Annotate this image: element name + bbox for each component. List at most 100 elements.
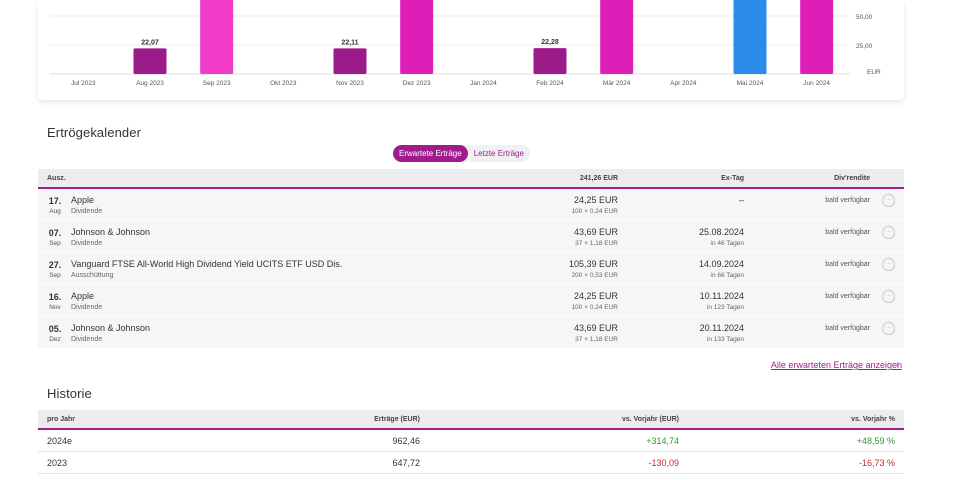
payout-month: Aug	[49, 208, 61, 215]
income-calendar-table: Ausz. 241,26 EUR Ex-Tag Div'rendite 17. A…	[38, 169, 904, 349]
ex-date: –	[738, 195, 744, 205]
payout-month: Sep	[49, 272, 61, 279]
x-tick-label: Nov 2023	[336, 80, 364, 87]
income-type: Dividende	[71, 208, 103, 215]
payout-date: 16. Nov	[47, 292, 63, 311]
y-tick-label: 50,00	[856, 14, 873, 21]
header-income: Erträge (EUR)	[374, 416, 420, 423]
security-name[interactable]: Vanguard FTSE All-World High Dividend Yi…	[71, 259, 343, 269]
dividend-yield: bald verfügbar	[825, 197, 870, 204]
more-options-icon[interactable]: ···	[882, 226, 895, 239]
income-amount: 24,25 EUR	[573, 195, 618, 205]
ex-date-countdown: in 123 Tagen	[706, 304, 744, 311]
x-tick-label: Feb 2024	[536, 80, 564, 87]
income-amount: 43,69 EUR	[573, 323, 618, 333]
header-year: pro Jahr	[47, 416, 76, 423]
security-name[interactable]: Johnson & Johnson	[71, 323, 151, 333]
calendar-title: Ertrögekalender	[47, 125, 141, 140]
header-vs-prev-pct: vs. Vorjahr %	[851, 416, 895, 423]
bar-segment	[133, 48, 167, 74]
income-amount: 24,25 EUR	[573, 291, 618, 301]
x-tick-label: Aug 2023	[136, 80, 164, 87]
dividend-bar-chart: 50,00 25,00 EUR Jul 2023 Aug 2023 Sep 2023 Okt…	[50, 0, 881, 87]
income-amount: 43,69 EUR	[573, 227, 618, 237]
history-row: 2023 647,72 -130,09 -16,73 %	[38, 452, 904, 474]
payout-date: 05. Dez	[47, 324, 63, 343]
dividend-chart-card: 50,00 25,00 EUR Jul 2023 Aug 2023 Sep 2023 Okt…	[38, 0, 904, 100]
payout-month: Nov	[49, 304, 61, 311]
more-options-icon[interactable]: ···	[882, 194, 895, 207]
more-options-icon[interactable]: ···	[882, 322, 895, 335]
bar-segment	[200, 0, 234, 74]
payout-date: 27. Sep	[47, 260, 63, 279]
x-tick-label: Sep 2023	[203, 80, 231, 87]
payout-day: 05.	[48, 324, 62, 334]
header-yield: Div'rendite	[834, 175, 870, 182]
payout-month: Dez	[49, 336, 61, 343]
more-options-icon[interactable]: ···	[882, 290, 895, 303]
bar-value-label: 22,07	[141, 39, 159, 46]
history-year: 2024e	[47, 436, 73, 446]
ex-date-countdown: in 66 Tagen	[710, 272, 745, 279]
chevron-right-icon[interactable]: ›	[896, 359, 900, 370]
calendar-row[interactable]: 17. Aug Apple Dividende 24,25 EUR 100 × 0,24 …	[38, 189, 904, 221]
payout-month: Sep	[49, 240, 61, 247]
x-tick-label: Dez 2023	[403, 80, 431, 87]
ex-date: 14.09.2024	[698, 259, 744, 269]
income-calculation: 100 × 0,24 EUR	[571, 304, 618, 311]
income-type: Dividende	[71, 336, 103, 343]
payout-date: 07. Sep	[47, 228, 63, 247]
show-all-expected-link[interactable]: Alle erwarteten Erträge anzeigen	[770, 360, 902, 370]
expected-income-tab[interactable]: Erwartete Erträge	[393, 145, 468, 162]
bar-segment	[333, 48, 367, 74]
x-tick-label: Jun 2024	[803, 80, 830, 87]
history-income: 962,46	[392, 436, 420, 446]
income-type: Dividende	[71, 304, 103, 311]
history-title: Historie	[47, 386, 92, 401]
payout-date: 17. Aug	[47, 196, 63, 215]
x-tick-label: Jul 2023	[71, 80, 96, 87]
calendar-row[interactable]: 16. Nov Apple Dividende 24,25 EUR 100 × 0,24 …	[38, 285, 904, 317]
security-name[interactable]: Johnson & Johnson	[71, 227, 151, 237]
calendar-row[interactable]: 07. Sep Johnson & Johnson Dividende 43,69 EU…	[38, 221, 904, 253]
y-tick-label: 25,00	[856, 43, 873, 50]
calendar-row[interactable]: 05. Dez Johnson & Johnson Dividende 43,69 EU…	[38, 317, 904, 349]
bar-segment	[800, 0, 834, 74]
x-tick-label: Okt 2023	[270, 80, 297, 87]
bar-segment	[600, 0, 634, 74]
history-vs-prev-pct: +48,59 %	[856, 436, 895, 446]
ex-date: 10.11.2024	[699, 291, 744, 301]
header-payout: Ausz.	[47, 175, 66, 182]
x-tick-label: Apr 2024	[670, 80, 697, 87]
bar-segment	[400, 0, 434, 74]
history-table-header: pro Jahr Erträge (EUR) vs. Vorjahr (EUR)…	[38, 410, 904, 430]
x-tick-label: Jan 2024	[470, 80, 497, 87]
history-row: 2024e 962,46 +314,74 +48,59 %	[38, 430, 904, 452]
header-exday: Ex-Tag	[721, 175, 744, 182]
history-year: 2023	[47, 458, 68, 468]
more-options-icon[interactable]: ···	[882, 258, 895, 271]
calendar-toggle: Erwartete Erträge Letzte Erträge	[393, 145, 530, 162]
history-income: 647,72	[392, 458, 420, 468]
payout-day: 27.	[48, 260, 62, 270]
dividend-yield: bald verfügbar	[825, 325, 870, 332]
income-type: Dividende	[71, 240, 103, 247]
calendar-table-header: Ausz. 241,26 EUR Ex-Tag Div'rendite	[38, 169, 904, 189]
last-income-tab[interactable]: Letzte Erträge	[473, 149, 524, 158]
security-name[interactable]: Apple	[71, 291, 95, 301]
history-vs-prev: -130,09	[648, 458, 679, 468]
income-type: Ausschüttung	[71, 272, 114, 279]
bar-value-label: 22,28	[541, 39, 559, 46]
income-calculation: 100 × 0,24 EUR	[571, 208, 618, 215]
income-calculation: 37 × 1,18 EUR	[575, 336, 618, 343]
dividend-yield: bald verfügbar	[825, 261, 870, 268]
ex-date-countdown: in 46 Tagen	[710, 240, 745, 247]
ex-date: 20.11.2024	[699, 323, 744, 333]
security-name[interactable]: Apple	[71, 195, 95, 205]
history-vs-prev-pct: -16,73 %	[858, 458, 895, 468]
calendar-row[interactable]: 27. Sep Vanguard FTSE All-World High Divid…	[38, 253, 904, 285]
income-amount: 105,39 EUR	[568, 259, 618, 269]
x-tick-label: Mai 2024	[737, 80, 764, 87]
payout-day: 16.	[48, 292, 62, 302]
dividend-yield: bald verfügbar	[825, 293, 870, 300]
